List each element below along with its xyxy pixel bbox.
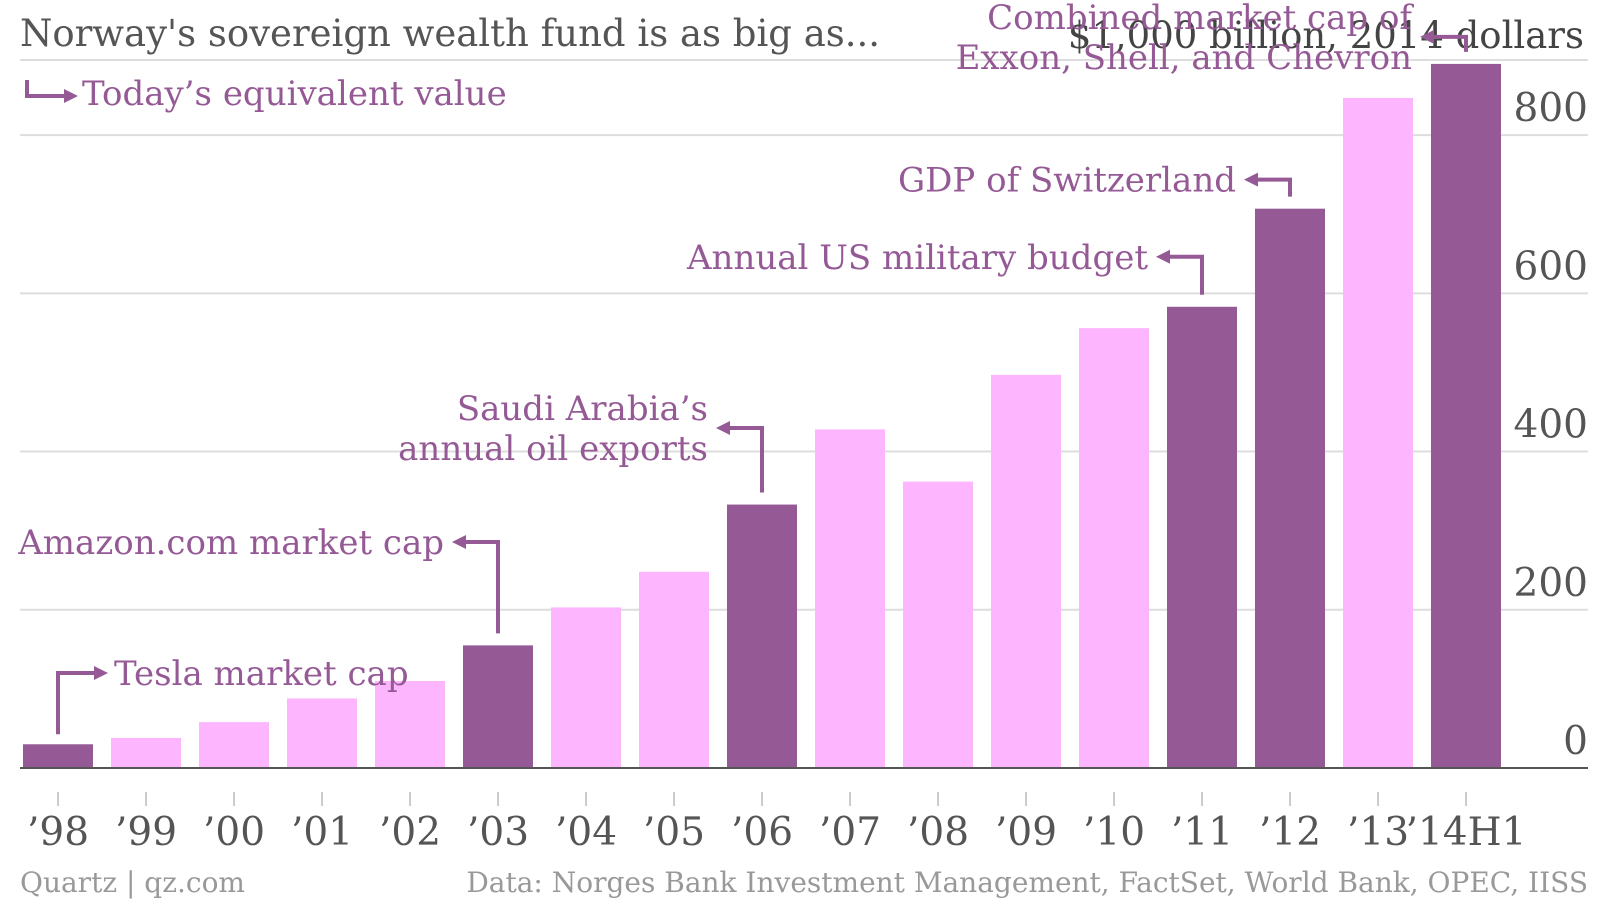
y-tick-label: 800: [1514, 86, 1588, 131]
annotation-arrow-icon: [452, 535, 500, 634]
annotation-label: annual oil exports: [398, 429, 708, 469]
annotation-label: Tesla market cap: [114, 654, 409, 694]
y-tick-label: 200: [1514, 561, 1588, 606]
bar: [727, 504, 797, 768]
bars: [20, 63, 1588, 769]
annotation-leader-line: [1432, 34, 1468, 52]
bar: [1079, 328, 1149, 768]
annotation-leader-line: [1256, 177, 1292, 197]
bar: [551, 607, 621, 768]
x-tick-label: ’98: [27, 810, 89, 855]
bar: [287, 698, 357, 768]
legend-note: Today’s equivalent value: [82, 74, 507, 114]
bar: [199, 722, 269, 768]
bar: [1255, 208, 1325, 768]
annotation-arrow-icon: [1244, 172, 1292, 197]
bar: [111, 737, 181, 768]
y-tick-label: 0: [1563, 719, 1588, 764]
x-tick-label: ’14H1: [1406, 810, 1527, 855]
x-tick-label: ’00: [203, 810, 265, 855]
annotation-leader-line: [728, 426, 764, 493]
x-tick-label: ’04: [555, 810, 617, 855]
x-tick-label: ’10: [1083, 810, 1145, 855]
bar: [1167, 306, 1237, 768]
bar: [815, 429, 885, 768]
annotation-arrowhead: [1156, 249, 1170, 264]
annotation-arrow-icon: [1156, 249, 1204, 295]
x-tick-label: ’08: [907, 810, 969, 855]
annotation-label: GDP of Switzerland: [898, 161, 1236, 201]
legend-arrow-icon: [25, 80, 78, 103]
x-tick-label: ’03: [467, 810, 529, 855]
x-tick-label: ’13: [1347, 810, 1409, 855]
bar: [375, 680, 445, 768]
annotation-arrow-icon: [716, 421, 764, 493]
x-tick-label: ’12: [1259, 810, 1321, 855]
annotation-arrowhead: [1244, 172, 1258, 187]
annotation-arrowhead: [94, 666, 108, 680]
annotation-arrow-icon: [56, 666, 108, 735]
x-tick-label: ’06: [731, 810, 793, 855]
annotation-label: Amazon.com market cap: [17, 523, 444, 563]
gridlines: [20, 134, 1588, 611]
unit-label: $1,000 billion, 2014 dollars: [1068, 14, 1584, 57]
annotations: Tesla market cap Amazon.com market cap Sau…: [17, 0, 1468, 735]
bar: [1343, 97, 1413, 768]
x-tick-label: ’99: [115, 810, 177, 855]
annotation-label: Annual US military budget: [686, 238, 1148, 278]
x-tick-label: ’11: [1171, 810, 1233, 855]
bar: [463, 645, 533, 768]
bar: [639, 571, 709, 768]
annotation-label: Saudi Arabia’s: [457, 389, 708, 429]
x-tick-label: ’01: [291, 810, 353, 855]
x-tick-label: ’02: [379, 810, 441, 855]
y-tick-label: 400: [1514, 403, 1588, 448]
y-tick-label: 600: [1514, 244, 1588, 289]
annotation-leader-line: [464, 540, 500, 634]
annotation-label: Exxon, Shell, and Chevron: [956, 38, 1412, 78]
annotation-arrowhead: [716, 421, 730, 435]
footer-source: Quartz | qz.com: [20, 866, 245, 899]
annotation-label: Combined market cap of: [987, 0, 1414, 38]
footer-data-credit: Data: Norges Bank Investment Management,…: [466, 866, 1588, 899]
x-tick-label: ’09: [995, 810, 1057, 855]
y-axis-ticks: 0 200 400 600 800: [1514, 86, 1588, 764]
annotation-leader-line: [1168, 254, 1204, 295]
x-axis-ticks: ’98 ’99 ’00 ’01 ’02 ’03 ’04 ’05 ’06 ’07 ’08 ’09 ’10 ’…: [27, 792, 1526, 855]
bar: [991, 374, 1061, 768]
annotation-leader-line: [56, 671, 96, 735]
bar: [23, 744, 93, 768]
x-tick-label: ’07: [819, 810, 881, 855]
bar: [1431, 63, 1501, 768]
annotation-arrowhead: [452, 535, 466, 549]
annotation-arrow-icon: [1420, 29, 1468, 52]
bar: [903, 481, 973, 768]
x-tick-label: ’05: [643, 810, 705, 855]
annotation-arrowhead: [1420, 29, 1434, 44]
chart-title: Norway's sovereign wealth fund is as big…: [20, 12, 880, 55]
